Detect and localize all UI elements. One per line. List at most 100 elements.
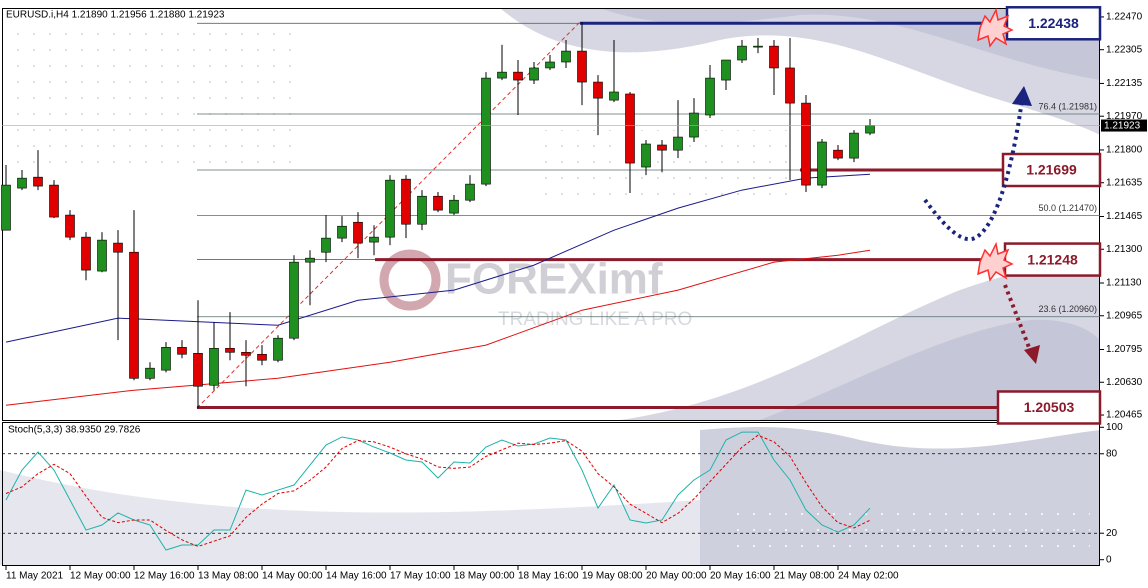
candle-body — [481, 77, 491, 185]
watermark-logo — [379, 249, 441, 311]
shading — [0, 470, 700, 565]
candle-body — [689, 112, 699, 138]
arrow-head — [1012, 86, 1032, 106]
y-tick-label: 1.22305 — [1106, 44, 1143, 55]
candle-body — [737, 45, 747, 61]
level-label: 1.21699 — [1026, 162, 1077, 178]
candle-body — [497, 71, 507, 79]
candle-body — [353, 221, 363, 244]
fib-label: 23.6 (1.20960) — [1038, 304, 1097, 314]
y-tick-label: 1.21300 — [1106, 244, 1143, 255]
candle-body — [337, 225, 347, 239]
watermark-brand: FOREXimf — [445, 255, 663, 304]
candle-body — [785, 67, 795, 104]
level-box — [1003, 242, 1102, 277]
candle-body — [449, 199, 459, 214]
candle-body — [833, 149, 843, 159]
arrow-head — [1024, 345, 1040, 364]
shading — [600, 8, 1100, 80]
candle-body — [673, 136, 683, 151]
x-tick-label: 13 May 08:00 — [198, 571, 259, 582]
candle-body — [113, 242, 123, 253]
candle-body — [705, 77, 715, 116]
x-tick-label: 18 May 16:00 — [518, 571, 579, 582]
y-tick-label: 1.21130 — [1106, 278, 1142, 289]
candle-body — [209, 348, 219, 386]
candle-body — [321, 237, 331, 253]
stoch-frame — [2, 422, 1100, 566]
candle-body — [161, 347, 171, 371]
fib-label: 76.4 (1.21981) — [1038, 101, 1097, 111]
x-tick-label: 14 May 00:00 — [262, 571, 323, 582]
y-tick-label: 1.20465 — [1106, 410, 1143, 421]
candle-body — [401, 178, 411, 225]
y-tick-label: 1.22135 — [1106, 78, 1143, 89]
watermark: FOREXimf TRADING LIKE A PRO — [379, 249, 692, 330]
y-tick-label: 0 — [1106, 554, 1112, 565]
y-tick-label: 1.20630 — [1106, 377, 1143, 388]
x-tick-label: 18 May 00:00 — [454, 571, 515, 582]
candle-body — [33, 176, 43, 187]
candle-body — [129, 251, 139, 379]
stoch-line — [5, 431, 871, 551]
candle-body — [609, 91, 619, 101]
candle-body — [769, 45, 779, 69]
candle-body — [625, 93, 635, 164]
x-tick-label: 21 May 08:00 — [774, 571, 835, 582]
chart-title: EURUSD.i,H4 1.21890 1.21956 1.21880 1.21… — [6, 10, 225, 21]
candle-body — [849, 132, 859, 159]
y-tick-label: 1.20795 — [1106, 344, 1143, 355]
candle-body — [65, 214, 75, 238]
candle-body — [385, 179, 395, 238]
candle-body — [1, 184, 11, 231]
y-tick-label: 1.21970 — [1106, 111, 1143, 122]
x-tick-label: 20 May 16:00 — [710, 571, 771, 582]
candle-body — [241, 351, 251, 356]
candle-body — [465, 183, 475, 201]
candle-body — [513, 71, 523, 81]
candle-body — [865, 125, 875, 134]
candle-body — [577, 50, 587, 83]
fib-label: 50.0 (1.21470) — [1038, 203, 1097, 213]
candle-body — [561, 50, 571, 63]
level-box — [1005, 6, 1102, 41]
level-box — [996, 390, 1102, 425]
candle-body — [593, 81, 603, 99]
y-tick-label: 1.21465 — [1106, 211, 1143, 222]
candle-body — [529, 67, 539, 81]
candle-body — [545, 61, 555, 69]
candle-body — [801, 102, 811, 186]
candle-body — [657, 144, 667, 151]
x-tick-label: 24 May 02:00 — [838, 571, 899, 582]
starburst — [977, 241, 1014, 282]
x-tick-label: 17 May 10:00 — [390, 571, 451, 582]
candle-body — [289, 261, 299, 339]
x-tick-label: 12 May 16:00 — [134, 571, 195, 582]
y-tick-label: 1.22470 — [1106, 12, 1143, 23]
candle-body — [817, 141, 827, 186]
candle-body — [753, 45, 763, 48]
candle-body — [257, 353, 267, 361]
moving-average — [5, 173, 871, 343]
y-tick-label: 1.21635 — [1106, 177, 1143, 188]
x-tick-label: 19 May 08:00 — [582, 571, 643, 582]
y-tick-label: 100 — [1106, 422, 1123, 433]
watermark-tagline: TRADING LIKE A PRO — [498, 309, 692, 330]
y-tick-label: 80 — [1106, 448, 1118, 459]
candle-body — [721, 59, 731, 81]
x-tick-label: 11 May 2021 — [6, 571, 64, 582]
plot: 1.22470 1.22305 1.22135 1.21970 1.21800 1.216… — [1, 6, 1147, 582]
stoch-title: Stoch(5,3,3) 38.9350 29.7826 — [8, 425, 141, 436]
y-tick-label: 1.20965 — [1106, 310, 1143, 321]
dot-grid — [540, 130, 790, 200]
candle-body — [81, 236, 91, 271]
candle-body — [305, 257, 315, 263]
candle-body — [417, 195, 427, 225]
x-tick-label: 12 May 00:00 — [70, 571, 131, 582]
candle-body — [369, 236, 379, 243]
y-tick-label: 1.21800 — [1106, 145, 1143, 156]
dot-grid — [730, 505, 1090, 560]
last-price-box — [1101, 119, 1147, 132]
candle-body — [225, 348, 235, 353]
